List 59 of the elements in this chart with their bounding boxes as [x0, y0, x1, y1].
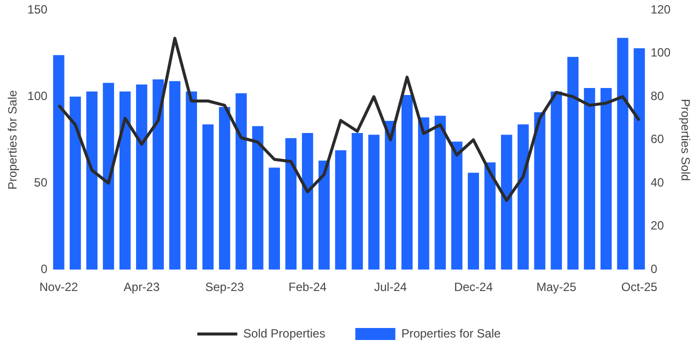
- x-tick-label: Nov-22: [39, 280, 78, 294]
- x-tick-label: Sep-23: [205, 280, 244, 294]
- bar: [434, 116, 446, 270]
- bar: [600, 88, 612, 270]
- bar: [617, 38, 628, 270]
- x-tick-label: May-25: [536, 280, 577, 294]
- legend-label: Properties for Sale: [401, 326, 502, 340]
- bar: [534, 112, 546, 270]
- bar: [634, 48, 645, 270]
- bar: [53, 55, 64, 270]
- bar: [584, 88, 596, 270]
- bar: [285, 138, 297, 270]
- y-tick-label: 50: [34, 175, 48, 190]
- bar: [268, 168, 280, 270]
- bar: [186, 91, 198, 270]
- bar: [368, 134, 380, 270]
- y2-tick-label: 120: [650, 2, 671, 17]
- bar: [335, 150, 346, 270]
- x-tick-label: Oct-25: [621, 280, 658, 294]
- bar: [152, 79, 164, 270]
- bar: [86, 91, 98, 270]
- bar: [484, 162, 496, 270]
- y-tick-label: 0: [40, 262, 48, 276]
- bar: [236, 93, 247, 270]
- bar: [318, 160, 330, 270]
- bar: [252, 126, 264, 270]
- y-tick-label: 150: [27, 2, 48, 17]
- y-axis-title: Properties for Sale: [6, 90, 20, 190]
- bar: [202, 124, 214, 270]
- y2-tick-label: 40: [650, 175, 664, 190]
- bar: [136, 84, 148, 270]
- bar: [451, 142, 462, 270]
- bar: [102, 82, 114, 270]
- x-tick-label: Jul-24: [374, 280, 408, 294]
- bar: [119, 91, 131, 270]
- bar: [567, 56, 579, 270]
- y2-tick-label: 60: [650, 132, 664, 146]
- bar: [70, 96, 81, 270]
- y2-tick-label: 20: [650, 218, 664, 233]
- x-tick-label: Apr-23: [124, 280, 160, 294]
- x-tick-label: Dec-24: [454, 280, 494, 294]
- bar: [500, 134, 512, 270]
- bar: [468, 172, 480, 270]
- x-tick-label: Feb-24: [288, 280, 327, 294]
- bar: [418, 117, 430, 270]
- y2-tick-label: 0: [650, 262, 658, 276]
- bar: [550, 91, 562, 270]
- y2-tick-label: 80: [650, 88, 664, 103]
- bar: [518, 124, 529, 270]
- bar: [218, 107, 230, 270]
- bar: [401, 94, 413, 270]
- bar: [169, 81, 180, 270]
- y-tick-label: 100: [27, 88, 48, 103]
- y2-tick-label: 100: [650, 46, 671, 60]
- bar: [302, 132, 314, 270]
- y2-axis-title: Properties Sold: [678, 98, 692, 181]
- legend-label: Sold Properties: [243, 326, 326, 340]
- bar: [352, 132, 363, 270]
- bar: [384, 120, 396, 270]
